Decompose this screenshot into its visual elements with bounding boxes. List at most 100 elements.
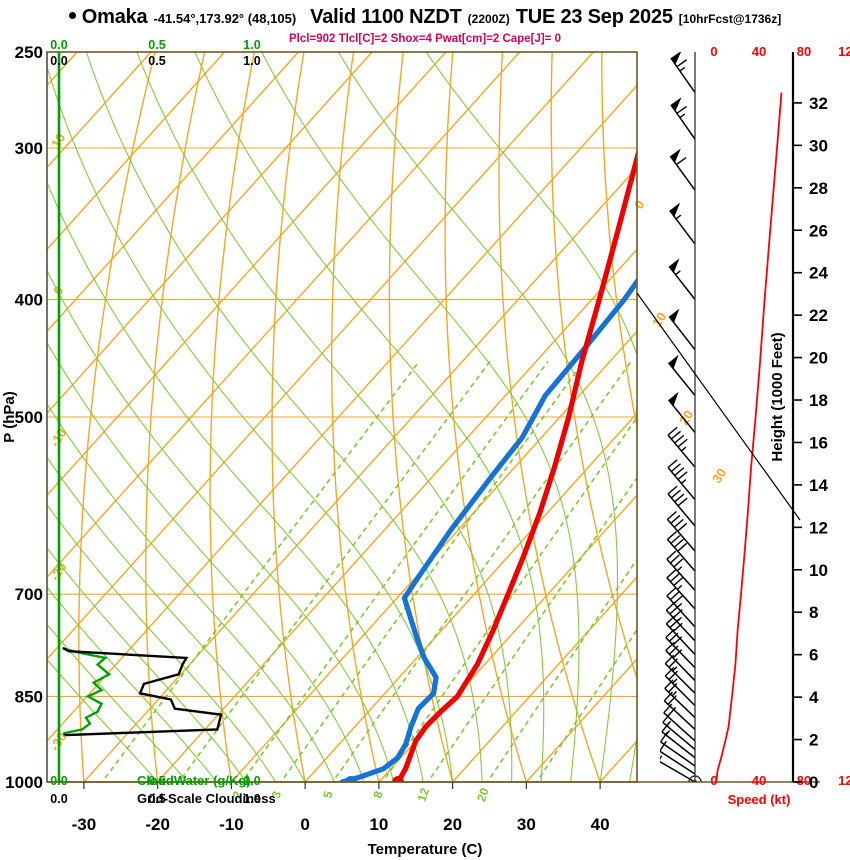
wind-barb xyxy=(664,679,696,719)
station-name: Omaka xyxy=(81,6,148,28)
wind-barb xyxy=(670,52,696,93)
valid-date: TUE 23 Sep 2025 xyxy=(515,6,673,28)
height-tick-label: 30 xyxy=(809,136,828,155)
pressure-tick-label: 300 xyxy=(15,139,43,158)
speed-tick-top: 40 xyxy=(752,44,766,59)
cloudiness-curve xyxy=(62,646,223,737)
wind-barb xyxy=(669,148,696,191)
surface-temperature xyxy=(392,776,405,782)
height-tick-label: 32 xyxy=(809,94,828,113)
temperature-tick-label: -20 xyxy=(145,815,170,834)
cloudwater-curve xyxy=(62,647,112,735)
wind-barb xyxy=(667,459,696,501)
pressure-tick-label: 400 xyxy=(15,290,43,309)
wind-barb xyxy=(661,722,696,759)
height-tick-label: 28 xyxy=(809,179,828,198)
height-tick-label: 24 xyxy=(809,264,828,283)
height-tick-label: 6 xyxy=(809,646,818,665)
height-tick-label: 14 xyxy=(809,476,828,495)
wind-barb xyxy=(664,666,696,707)
wind-barb xyxy=(669,202,696,245)
surface-dewpoint xyxy=(344,776,357,782)
cloudwater-tick-bottom: 0.5 xyxy=(148,774,165,788)
pressure-tick-label: 500 xyxy=(15,408,43,427)
wind-barb xyxy=(666,510,696,552)
temperature-tick-label: -10 xyxy=(219,815,244,834)
wind-barb xyxy=(663,691,696,730)
wind-barb xyxy=(666,531,696,572)
cloudiness-tick-top: 1.0 xyxy=(243,54,260,68)
cloudiness-tick-bottom: 1.0 xyxy=(243,792,260,806)
wind-barb xyxy=(660,755,696,782)
wind-barb xyxy=(667,485,696,527)
wind-barb xyxy=(670,97,696,140)
temperature-trace xyxy=(395,148,637,782)
wind-barb xyxy=(668,258,696,300)
temperature-axis-label: Temperature (C) xyxy=(368,841,483,858)
dot-icon xyxy=(68,12,76,19)
dry-adiabat-label: 10 xyxy=(649,310,669,330)
speed-tick-top: 80 xyxy=(797,44,811,59)
cloudiness-tick-top: 0.0 xyxy=(50,54,67,68)
speed-tick-bottom: 80 xyxy=(797,773,811,788)
mixing-ratio-label: 5 xyxy=(320,789,335,800)
pressure-tick-label: 850 xyxy=(15,687,43,706)
speed-tick-bottom: 40 xyxy=(752,773,766,788)
speed-curve xyxy=(715,92,783,782)
speed-tick-top: 120 xyxy=(838,44,850,59)
pressure-axis-label: P (hPa) xyxy=(1,391,18,442)
cloudiness-legend: Grid-Scale Cloudiness xyxy=(137,791,276,806)
mixing-ratio-label: 8 xyxy=(370,789,385,800)
mixing-ratio-label: 2 xyxy=(230,789,245,800)
valid-time-zulu: (2200Z) xyxy=(467,12,510,26)
temperature-tick-label: 40 xyxy=(591,815,610,834)
height-tick-label: 2 xyxy=(809,731,818,750)
wind-barb xyxy=(666,587,696,628)
temperature-tick-label: 30 xyxy=(517,815,536,834)
height-tick-label: 0 xyxy=(809,773,818,792)
wind-barb xyxy=(667,391,696,434)
speed-tick-bottom: 0 xyxy=(710,773,717,788)
temperature-tick-label: 10 xyxy=(369,815,388,834)
station-coords: -41.54°,173.92° (48,105) xyxy=(153,11,297,26)
dewpoint-trace xyxy=(339,277,637,782)
temperature-tick-label: 20 xyxy=(443,815,462,834)
wind-barb xyxy=(666,550,696,591)
wind-barb xyxy=(665,628,696,669)
height-tick-label: 12 xyxy=(809,518,828,537)
pressure-tick-label: 700 xyxy=(15,585,43,604)
temperature-tick-label: -30 xyxy=(72,815,97,834)
height-axis-label: Height (1000 Feet) xyxy=(769,332,786,461)
speed-axis-label: Speed (kt) xyxy=(728,792,791,807)
pressure-tick-label: 250 xyxy=(15,43,43,62)
speed-tick-bottom: 120 xyxy=(838,773,850,788)
cloudiness-tick-bottom: 0.0 xyxy=(50,792,67,806)
cloudwater-tick-top: 1.0 xyxy=(243,38,260,52)
wind-barb xyxy=(667,426,696,468)
wind-barb xyxy=(665,601,696,642)
speed-tick-top: 0 xyxy=(710,44,717,59)
cloudwater-tick-bottom: 1.0 xyxy=(243,774,260,788)
wind-barb xyxy=(666,569,696,610)
height-tick-label: 10 xyxy=(809,561,828,580)
cloudwater-tick-top: 0.0 xyxy=(50,38,67,52)
wind-barb xyxy=(667,354,696,396)
chart-header: Omaka -41.54°,173.92° (48,105) Valid 110… xyxy=(0,6,850,32)
wind-barb xyxy=(664,654,696,694)
wind-barb xyxy=(662,712,696,750)
sounding-parameters: Plcl=902 Tlcl[C]=2 Shox=4 Pwat[cm]=2 Cap… xyxy=(289,33,561,45)
height-tick-label: 22 xyxy=(809,306,828,325)
cloudwater-tick-top: 0.5 xyxy=(148,38,165,52)
wind-barb xyxy=(660,740,696,775)
height-tick-label: 8 xyxy=(809,603,818,622)
temperature-tick-label: 0 xyxy=(300,815,309,834)
mixing-ratio-label: 20 xyxy=(474,786,492,803)
mixing-ratio-label: 3 xyxy=(269,789,284,800)
forecast-tag: [10hrFcst@1736z] xyxy=(678,12,782,26)
wind-barb xyxy=(665,641,696,682)
dry-adiabat-label: 30 xyxy=(709,466,729,486)
height-tick-label: 16 xyxy=(809,433,828,452)
cloudiness-tick-bottom: 0.5 xyxy=(148,792,165,806)
